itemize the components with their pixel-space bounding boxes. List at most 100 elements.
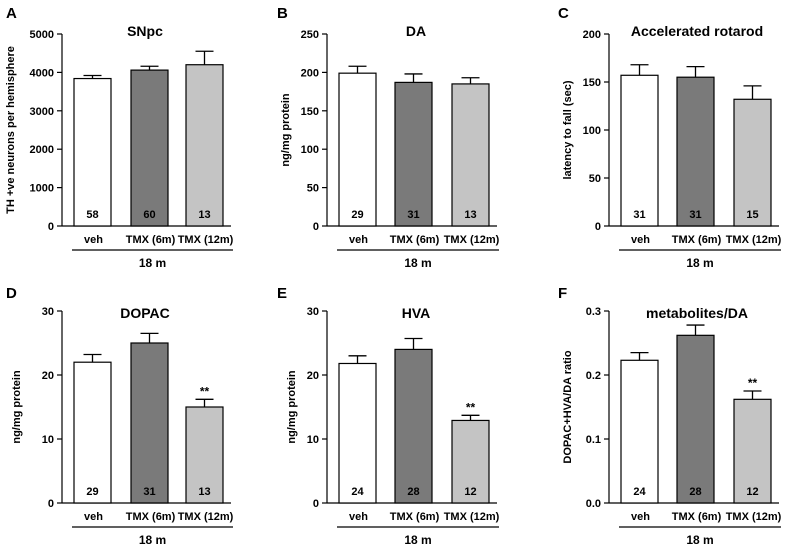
y-tick-label: 20	[307, 370, 319, 382]
y-tick-label: 0.3	[586, 306, 601, 318]
bar	[73, 361, 112, 504]
panel-letter: D	[6, 285, 17, 302]
bar-n-label: 60	[143, 209, 155, 221]
y-axis-label: ng/mg protein	[280, 93, 292, 167]
y-tick-label: 0.0	[586, 498, 601, 510]
x-category-label: veh	[349, 234, 368, 246]
x-category-label: TMX (12m)	[178, 511, 234, 523]
y-axis-label: DOPAC+HVA/DA ratio	[562, 350, 574, 463]
bar	[733, 398, 772, 504]
y-tick-label: 50	[307, 183, 319, 195]
group-label: 18 m	[686, 533, 713, 544]
y-tick-label: 2000	[30, 144, 54, 156]
y-axis-label: ng/mg protein	[286, 370, 298, 444]
bar	[394, 348, 433, 504]
group-label: 18 m	[686, 256, 713, 270]
bar-n-label: 24	[633, 486, 646, 498]
bar-n-label: 15	[746, 209, 758, 221]
x-category-label: TMX (12m)	[178, 234, 234, 246]
x-category-label: TMX (6m)	[390, 234, 440, 246]
bar-n-label: 13	[464, 209, 476, 221]
y-tick-label: 30	[42, 306, 54, 318]
x-category-label: TMX (6m)	[126, 511, 176, 523]
significance-label: **	[748, 376, 758, 390]
chart-title: HVA	[402, 305, 431, 321]
y-axis-label: latency to fall (sec)	[562, 80, 574, 179]
y-tick-label: 5000	[30, 29, 54, 41]
significance-label: **	[466, 400, 476, 414]
bar	[185, 406, 224, 504]
group-label: 18 m	[139, 533, 166, 544]
y-tick-label: 150	[583, 77, 601, 89]
group-label: 18 m	[404, 256, 431, 270]
y-tick-label: 0	[48, 221, 54, 233]
x-category-label: veh	[84, 234, 103, 246]
y-axis-label: TH +ve neurons per hemisphere	[5, 46, 17, 214]
panel-e: E HVA ng/mg protein 0 10 20 30 24 veh 28 TMX (6m) 1…	[277, 285, 500, 544]
y-tick-label: 200	[583, 29, 601, 41]
bar-n-label: 31	[143, 486, 155, 498]
y-tick-label: 20	[42, 370, 54, 382]
panel-c: C Accelerated rotarod latency to fall (sec…	[558, 5, 782, 270]
bar-n-label: 12	[746, 486, 758, 498]
panel-letter: C	[558, 5, 569, 22]
x-category-label: TMX (12m)	[726, 234, 782, 246]
bar	[620, 359, 659, 504]
chart-title: DOPAC	[120, 305, 170, 321]
bar	[451, 83, 490, 227]
significance-label: **	[200, 384, 210, 398]
bar-n-label: 31	[689, 209, 701, 221]
x-category-label: veh	[349, 511, 368, 523]
y-tick-label: 10	[307, 434, 319, 446]
panel-letter: A	[6, 5, 17, 22]
y-tick-label: 10	[42, 434, 54, 446]
y-tick-label: 250	[301, 29, 319, 41]
y-tick-label: 0	[313, 221, 319, 233]
y-tick-label: 1000	[30, 183, 54, 195]
bar	[733, 98, 772, 227]
bar-n-label: 12	[464, 486, 476, 498]
bar-n-label: 13	[198, 486, 210, 498]
bar-n-label: 24	[351, 486, 364, 498]
y-tick-label: 0.1	[586, 434, 601, 446]
y-tick-label: 200	[301, 67, 319, 79]
bar-n-label: 28	[407, 486, 419, 498]
bar	[676, 334, 715, 504]
panel-a: A SNpc TH +ve neurons per hemisphere 0 1000 2…	[5, 5, 234, 270]
group-label: 18 m	[139, 256, 166, 270]
bar	[338, 72, 377, 227]
bar-n-label: 31	[633, 209, 645, 221]
bar-n-label: 58	[86, 209, 98, 221]
bar-n-label: 29	[86, 486, 98, 498]
bar	[620, 74, 659, 227]
y-tick-label: 30	[307, 306, 319, 318]
x-category-label: veh	[631, 234, 650, 246]
y-tick-label: 100	[583, 125, 601, 137]
bar	[394, 81, 433, 227]
bar-n-label: 13	[198, 209, 210, 221]
y-tick-label: 4000	[30, 67, 54, 79]
y-tick-label: 50	[589, 173, 601, 185]
group-label: 18 m	[404, 533, 431, 544]
bar	[73, 77, 112, 227]
chart-title: SNpc	[127, 23, 163, 39]
bar-n-label: 29	[351, 209, 363, 221]
x-category-label: TMX (6m)	[672, 234, 722, 246]
x-category-label: TMX (12m)	[444, 511, 500, 523]
panel-b: B DA ng/mg protein 0 50 100 150 200 250 29 veh 31 TM…	[277, 5, 500, 270]
bar	[451, 419, 490, 504]
y-tick-label: 0	[595, 221, 601, 233]
x-category-label: TMX (12m)	[444, 234, 500, 246]
y-tick-label: 3000	[30, 106, 54, 118]
y-tick-label: 0	[48, 498, 54, 510]
panel-d: D DOPAC ng/mg protein 0 10 20 30 29 veh 31 TMX (6m…	[6, 285, 234, 544]
y-axis-label: ng/mg protein	[11, 370, 23, 444]
x-category-label: veh	[631, 511, 650, 523]
chart-title: DA	[406, 23, 426, 39]
y-tick-label: 0.2	[586, 370, 601, 382]
y-tick-label: 0	[313, 498, 319, 510]
x-category-label: TMX (12m)	[726, 511, 782, 523]
x-category-label: TMX (6m)	[672, 511, 722, 523]
